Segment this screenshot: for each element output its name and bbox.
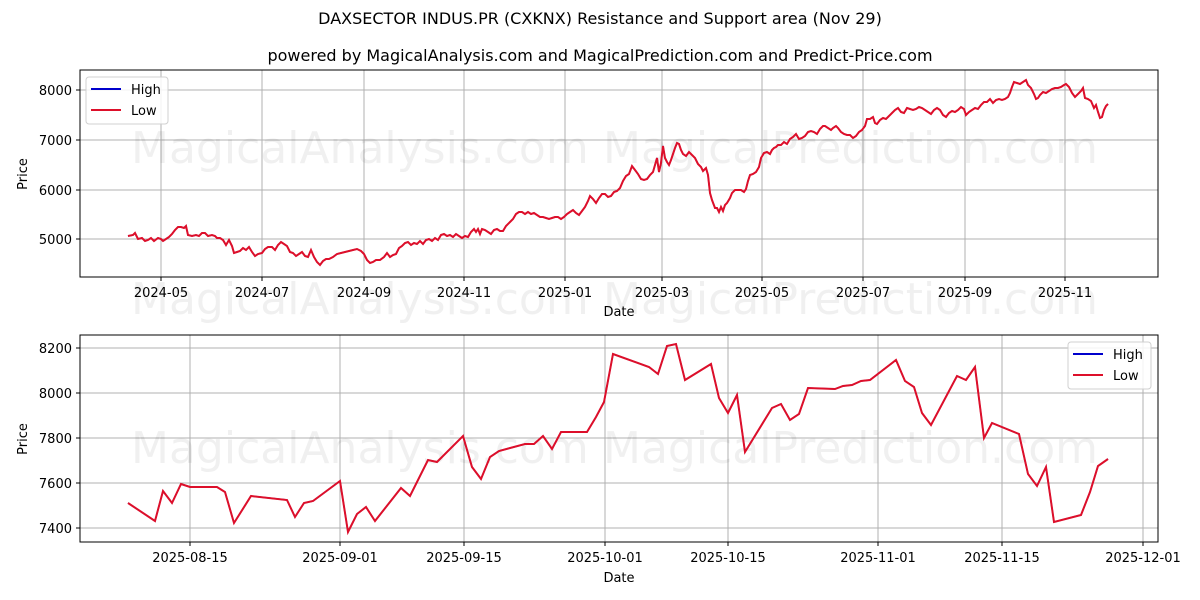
- top-legend: High Low: [85, 76, 169, 125]
- watermark-magicalanalysis: MagicalAnalysis.com: [131, 123, 589, 174]
- bottom-x-label: Date: [603, 571, 634, 586]
- bottom-grid: [80, 335, 1158, 542]
- bottom-xtick: 2025-10-01: [567, 551, 643, 566]
- top-chart: MagicalAnalysis.com MagicalPrediction.co…: [16, 69, 1159, 325]
- top-xtick: 2024-07: [235, 286, 289, 301]
- bottom-xtick: 2025-11-15: [964, 551, 1040, 566]
- top-xtick: 2024-11: [437, 286, 491, 301]
- top-xtick: 2025-07: [836, 286, 890, 301]
- bottom-low-line: [127, 342, 1109, 536]
- bottom-y-axis: 7400 7600 7800 8000 8200 Price: [16, 342, 80, 537]
- top-ytick: 6000: [39, 184, 72, 199]
- top-xtick: 2025-11: [1038, 286, 1092, 301]
- top-plot-frame: [79, 69, 1159, 278]
- bottom-xtick: 2025-10-15: [690, 551, 766, 566]
- top-xtick: 2025-01: [538, 286, 592, 301]
- watermark-magicalprediction: MagicalPrediction.com: [603, 123, 1098, 174]
- top-x-label: Date: [603, 305, 634, 320]
- bottom-chart: MagicalAnalysis.com MagicalPrediction.co…: [16, 334, 1181, 586]
- top-ytick: 7000: [39, 134, 72, 149]
- bottom-ytick: 8200: [39, 342, 72, 357]
- bottom-xtick: 2025-11-01: [840, 551, 916, 566]
- bottom-legend: High Low: [1067, 341, 1152, 390]
- bottom-ytick: 8000: [39, 387, 72, 402]
- top-xtick: 2025-09: [938, 286, 992, 301]
- top-x-axis: 2024-05 2024-07 2024-09 2024-11 2025-01 …: [134, 277, 1092, 320]
- bottom-ytick: 7400: [39, 522, 72, 537]
- watermark-magicalprediction-3: MagicalPrediction.com: [603, 423, 1098, 474]
- top-ytick: 5000: [39, 233, 72, 248]
- watermark-magicalanalysis-3: MagicalAnalysis.com: [131, 423, 589, 474]
- bottom-ytick: 7800: [39, 432, 72, 447]
- chart-title: DAXSECTOR INDUS.PR (CXKNX) Resistance an…: [318, 9, 882, 28]
- bottom-xtick: 2025-09-01: [302, 551, 378, 566]
- top-xtick: 2024-05: [134, 286, 188, 301]
- top-ytick: 8000: [39, 84, 72, 99]
- bottom-y-label: Price: [16, 423, 31, 455]
- watermark-magicalprediction-2: MagicalPrediction.com: [603, 274, 1098, 325]
- top-y-axis: 5000 6000 7000 8000 Price: [16, 84, 80, 248]
- top-xtick: 2024-09: [337, 286, 391, 301]
- top-y-label: Price: [16, 158, 31, 190]
- chart-subtitle: powered by MagicalAnalysis.com and Magic…: [267, 46, 933, 65]
- bottom-xtick: 2025-12-01: [1105, 551, 1181, 566]
- watermark-magicalanalysis-2: MagicalAnalysis.com: [131, 274, 589, 325]
- legend-low-label: Low: [131, 104, 157, 119]
- bottom-xtick: 2025-08-15: [152, 551, 228, 566]
- bottom-x-axis: 2025-08-15 2025-09-01 2025-09-15 2025-10…: [152, 542, 1181, 586]
- top-xtick: 2025-03: [635, 286, 689, 301]
- legend-low-label: Low: [1113, 369, 1139, 384]
- bottom-xtick: 2025-09-15: [426, 551, 502, 566]
- bottom-ytick: 7600: [39, 477, 72, 492]
- top-low-line: [127, 78, 1109, 267]
- legend-high-label: High: [131, 83, 161, 98]
- top-xtick: 2025-05: [735, 286, 789, 301]
- legend-high-label: High: [1113, 348, 1143, 363]
